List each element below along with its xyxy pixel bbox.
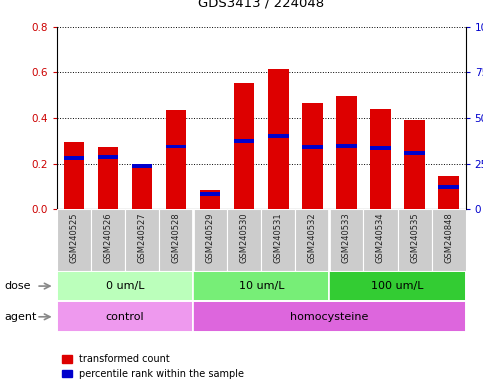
Bar [64, 156, 84, 160]
Bar [193, 209, 227, 271]
Text: 100 um/L: 100 um/L [371, 281, 424, 291]
Bar [91, 209, 125, 271]
Text: GSM240526: GSM240526 [103, 212, 113, 263]
Bar [363, 209, 398, 271]
Bar [404, 120, 425, 209]
Bar [132, 164, 152, 168]
Bar [431, 209, 466, 271]
Legend: transformed count, percentile rank within the sample: transformed count, percentile rank withi… [62, 354, 244, 379]
Bar [370, 109, 391, 209]
Text: dose: dose [5, 281, 31, 291]
Bar [166, 145, 186, 148]
Bar [98, 156, 118, 159]
Bar [57, 271, 193, 301]
Text: GSM240534: GSM240534 [376, 212, 385, 263]
Text: GSM240531: GSM240531 [274, 212, 283, 263]
Bar [57, 301, 193, 332]
Text: GSM240527: GSM240527 [138, 212, 147, 263]
Bar [398, 209, 431, 271]
Bar [336, 96, 356, 209]
Text: GSM240528: GSM240528 [171, 212, 181, 263]
Bar [64, 142, 84, 209]
Bar [329, 271, 466, 301]
Bar [193, 271, 329, 301]
Bar [329, 209, 363, 271]
Bar [234, 83, 255, 209]
Bar [336, 144, 356, 148]
Bar [200, 192, 220, 195]
Bar [404, 151, 425, 155]
Text: 0 um/L: 0 um/L [106, 281, 144, 291]
Text: GSM240525: GSM240525 [70, 212, 79, 263]
Text: GSM240530: GSM240530 [240, 212, 249, 263]
Text: control: control [106, 312, 144, 322]
Bar [268, 134, 288, 138]
Bar [302, 103, 323, 209]
Text: GDS3413 / 224048: GDS3413 / 224048 [198, 0, 325, 10]
Bar [261, 209, 295, 271]
Bar [439, 175, 459, 209]
Bar [295, 209, 329, 271]
Bar [268, 69, 288, 209]
Bar [200, 190, 220, 209]
Bar [234, 139, 255, 143]
Bar [302, 145, 323, 149]
Bar [125, 209, 159, 271]
Bar [193, 301, 466, 332]
Text: 10 um/L: 10 um/L [239, 281, 284, 291]
Text: GSM240535: GSM240535 [410, 212, 419, 263]
Bar [370, 146, 391, 149]
Bar [132, 164, 152, 209]
Bar [57, 209, 91, 271]
Bar [439, 185, 459, 189]
Bar [159, 209, 193, 271]
Bar [227, 209, 261, 271]
Text: homocysteine: homocysteine [290, 312, 369, 322]
Text: GSM240848: GSM240848 [444, 212, 453, 263]
Bar [98, 147, 118, 209]
Bar [166, 110, 186, 209]
Text: agent: agent [5, 312, 37, 322]
Text: GSM240533: GSM240533 [342, 212, 351, 263]
Text: GSM240532: GSM240532 [308, 212, 317, 263]
Text: GSM240529: GSM240529 [206, 212, 215, 263]
